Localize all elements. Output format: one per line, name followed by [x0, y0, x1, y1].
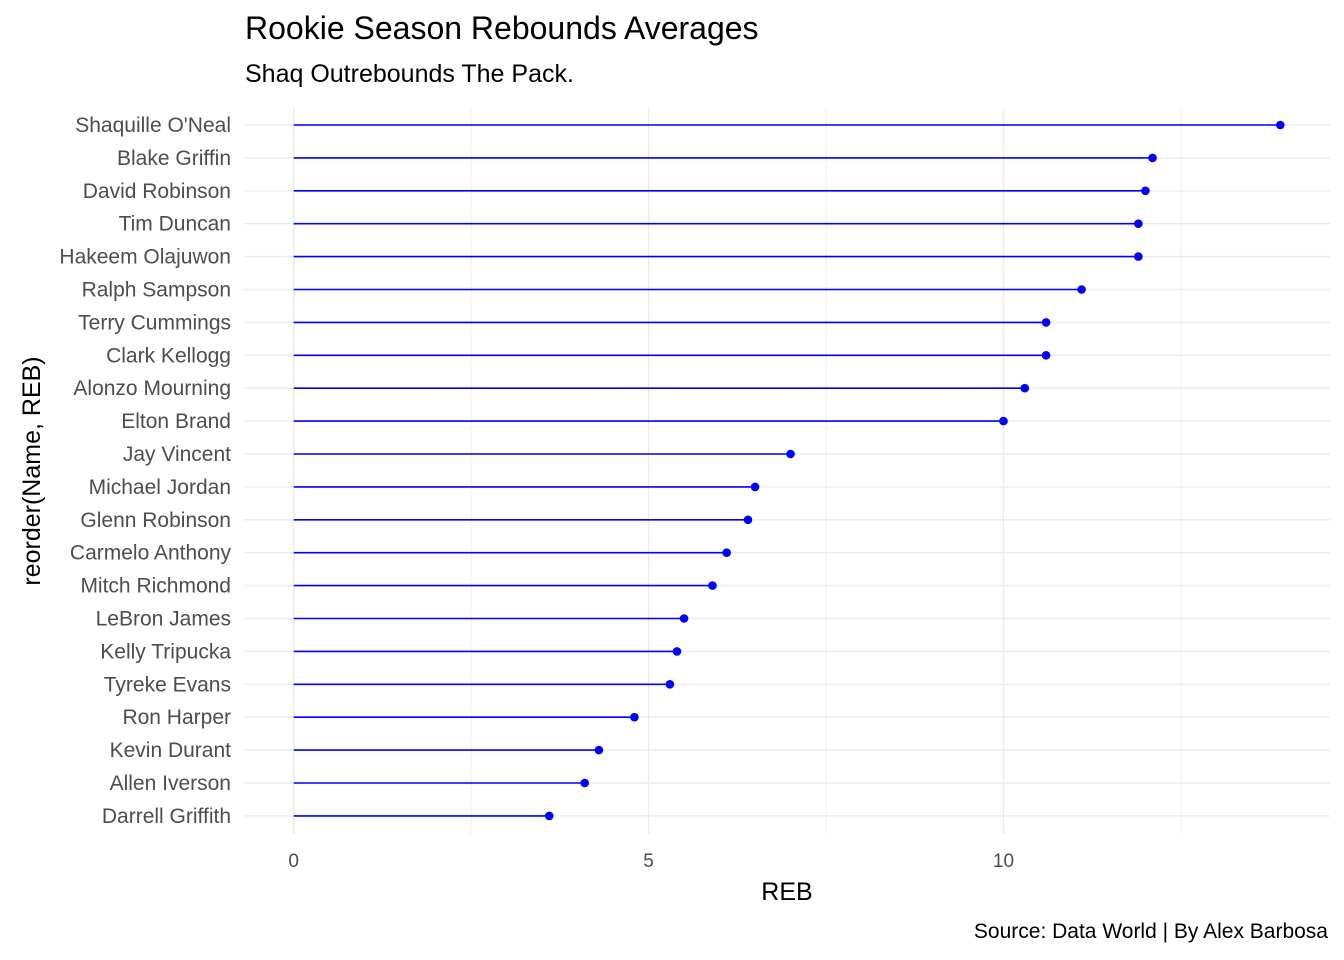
lollipop-point: [999, 416, 1008, 426]
lollipop-point: [708, 581, 717, 590]
lollipop-point: [580, 778, 590, 788]
y-tick-label: Michael Jordan: [89, 476, 231, 499]
y-tick-label: Terry Cummings: [78, 311, 231, 334]
y-tick-label: Blake Griffin: [117, 147, 231, 170]
lollipop-point: [1041, 318, 1051, 327]
y-tick-label: LeBron James: [96, 608, 231, 631]
y-tick-label: Mitch Richmond: [80, 575, 231, 598]
x-tick-label: 0: [288, 851, 299, 872]
lollipop-point: [594, 745, 604, 755]
y-tick-label: Ralph Sampson: [82, 279, 231, 302]
y-tick-label: Elton Brand: [121, 410, 231, 433]
lollipop-point: [1141, 186, 1150, 196]
y-tick-label: Kevin Durant: [110, 739, 232, 762]
lollipop-point: [1134, 252, 1143, 261]
lollipop-point: [544, 811, 554, 821]
chart-title: Rookie Season Rebounds Averages: [245, 10, 759, 46]
lollipop-point: [672, 647, 682, 656]
y-tick-label: Allen Iverson: [110, 772, 231, 795]
y-tick-label: Kelly Tripucka: [100, 640, 231, 663]
lollipop-point: [1041, 351, 1051, 360]
y-tick-label: Darrell Griffith: [102, 805, 231, 828]
y-tick-label: Clark Kellogg: [106, 344, 231, 367]
lollipop-point: [1148, 153, 1157, 163]
x-tick-label: 5: [643, 851, 654, 872]
y-tick-label: Carmelo Anthony: [70, 542, 232, 565]
y-tick-label: Glenn Robinson: [80, 509, 231, 532]
y-tick-label: Ron Harper: [122, 706, 231, 729]
y-tick-label: Jay Vincent: [123, 443, 231, 466]
lollipop-point: [1134, 219, 1143, 228]
y-tick-label: David Robinson: [83, 180, 231, 203]
lollipop-point: [630, 712, 639, 722]
chart-subtitle: Shaq Outrebounds The Pack.: [245, 60, 574, 88]
y-tick-label: Shaquille O'Neal: [75, 114, 231, 137]
lollipop-point: [679, 614, 689, 623]
x-tick-label: 10: [993, 851, 1014, 872]
x-axis-title: REB: [761, 878, 812, 906]
lollipop-point: [1020, 383, 1030, 393]
y-axis-title: reorder(Name, REB): [18, 356, 46, 585]
lollipop-point: [1077, 285, 1086, 294]
lollipop-point: [722, 548, 731, 557]
y-tick-label: Hakeem Olajuwon: [59, 246, 231, 269]
y-tick-label: Tim Duncan: [119, 213, 231, 236]
chart-caption: Source: Data World | By Alex Barbosa: [973, 920, 1328, 943]
lollipop-point: [1276, 120, 1285, 130]
lollipop-point: [743, 515, 753, 525]
lollipop-point: [786, 449, 795, 459]
y-tick-label: Alonzo Mourning: [73, 377, 231, 400]
y-tick-label: Tyreke Evans: [104, 673, 231, 696]
lollipop-point: [665, 680, 675, 689]
lollipop-point: [750, 482, 760, 492]
